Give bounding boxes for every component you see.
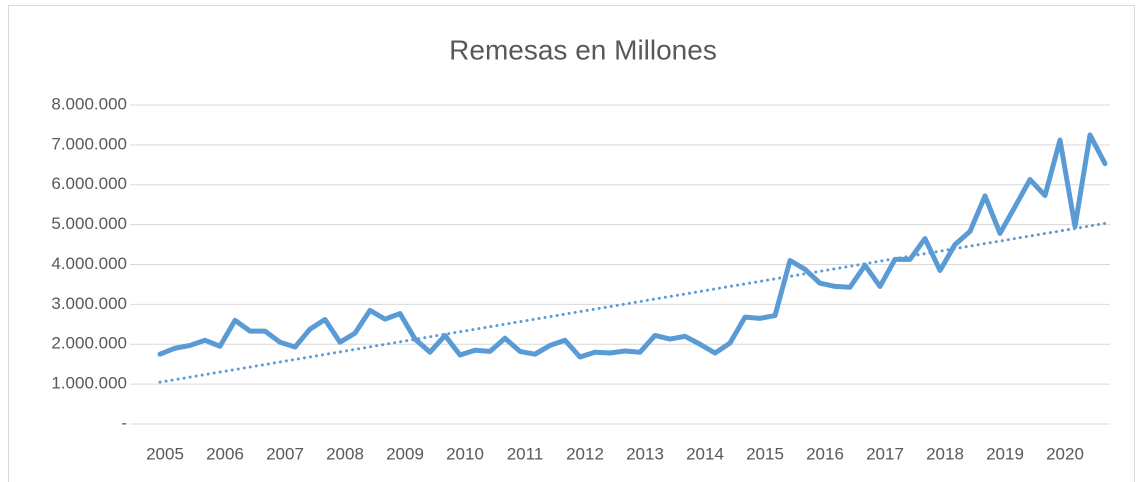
y-tick-label: 7.000.000 bbox=[51, 134, 127, 153]
x-tick-label: 2007 bbox=[266, 444, 304, 463]
x-tick-label: 2012 bbox=[566, 444, 604, 463]
trendline bbox=[158, 221, 1107, 384]
x-tick-label: 2009 bbox=[386, 444, 424, 463]
x-tick-label: 2015 bbox=[746, 444, 784, 463]
x-tick-label: 2010 bbox=[446, 444, 484, 463]
x-tick-label: 2011 bbox=[507, 444, 544, 463]
y-tick-label: 5.000.000 bbox=[51, 214, 127, 233]
y-tick-label: - bbox=[121, 413, 127, 432]
y-tick-label: 6.000.000 bbox=[51, 174, 127, 193]
y-tick-label: 4.000.000 bbox=[51, 254, 127, 273]
x-tick-label: 2020 bbox=[1046, 444, 1084, 463]
y-tick-label: 8.000.000 bbox=[51, 94, 127, 113]
x-tick-label: 2005 bbox=[146, 444, 184, 463]
x-tick-label: 2019 bbox=[986, 444, 1024, 463]
y-tick-label: 2.000.000 bbox=[51, 334, 127, 353]
chart-title: Remesas en Millones bbox=[449, 34, 717, 65]
x-tick-label: 2014 bbox=[686, 444, 724, 463]
y-tick-label: 1.000.000 bbox=[51, 374, 127, 393]
x-tick-label: 2008 bbox=[326, 444, 364, 463]
x-tick-label: 2017 bbox=[866, 444, 904, 463]
y-tick-label: 3.000.000 bbox=[51, 294, 127, 313]
data-line bbox=[157, 132, 1108, 360]
x-tick-label: 2016 bbox=[806, 444, 844, 463]
chart-frame bbox=[8, 5, 1135, 482]
x-tick-label: 2018 bbox=[926, 444, 964, 463]
x-tick-label: 2006 bbox=[206, 444, 244, 463]
x-tick-label: 2013 bbox=[626, 444, 664, 463]
